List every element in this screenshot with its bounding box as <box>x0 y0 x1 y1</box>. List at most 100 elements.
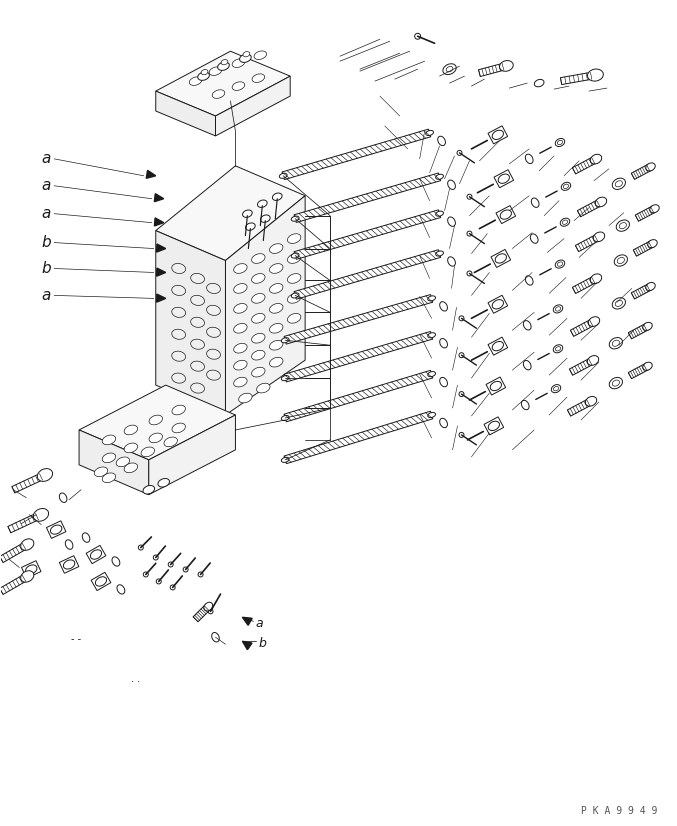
Ellipse shape <box>94 467 108 477</box>
Ellipse shape <box>500 60 513 71</box>
Polygon shape <box>484 417 504 435</box>
Ellipse shape <box>555 306 561 311</box>
Ellipse shape <box>141 447 154 457</box>
Ellipse shape <box>172 330 185 339</box>
Polygon shape <box>284 411 433 463</box>
Ellipse shape <box>609 377 622 389</box>
Ellipse shape <box>612 297 626 309</box>
Ellipse shape <box>102 435 116 444</box>
Ellipse shape <box>555 260 565 268</box>
Ellipse shape <box>593 232 605 242</box>
Text: a: a <box>41 288 51 303</box>
Ellipse shape <box>26 565 37 574</box>
Ellipse shape <box>204 602 213 611</box>
Polygon shape <box>156 244 166 252</box>
Ellipse shape <box>288 273 301 283</box>
Polygon shape <box>86 545 106 563</box>
Polygon shape <box>47 521 66 539</box>
Ellipse shape <box>588 316 600 326</box>
Circle shape <box>208 609 213 614</box>
Ellipse shape <box>242 210 253 217</box>
Ellipse shape <box>612 380 619 386</box>
Ellipse shape <box>191 296 204 306</box>
Ellipse shape <box>619 222 626 229</box>
Ellipse shape <box>557 262 563 266</box>
Ellipse shape <box>252 273 265 283</box>
Ellipse shape <box>555 347 561 351</box>
Ellipse shape <box>436 251 443 256</box>
Ellipse shape <box>288 314 301 323</box>
Ellipse shape <box>221 59 228 64</box>
Ellipse shape <box>91 550 102 559</box>
Polygon shape <box>156 294 166 302</box>
Ellipse shape <box>190 77 202 85</box>
Ellipse shape <box>269 358 283 367</box>
Ellipse shape <box>269 324 283 333</box>
Polygon shape <box>488 126 508 144</box>
Text: a: a <box>41 151 51 166</box>
Circle shape <box>459 316 464 320</box>
Ellipse shape <box>33 509 49 521</box>
Ellipse shape <box>492 300 504 309</box>
Ellipse shape <box>206 349 221 359</box>
Ellipse shape <box>232 59 244 68</box>
Ellipse shape <box>234 303 247 313</box>
Ellipse shape <box>172 263 185 273</box>
Polygon shape <box>156 91 215 136</box>
Ellipse shape <box>288 293 301 303</box>
Polygon shape <box>633 240 654 256</box>
Ellipse shape <box>124 425 137 434</box>
Polygon shape <box>91 572 111 591</box>
Circle shape <box>144 572 148 577</box>
Ellipse shape <box>191 361 204 371</box>
Ellipse shape <box>51 525 62 534</box>
Ellipse shape <box>252 334 265 343</box>
Text: b: b <box>41 235 51 250</box>
Polygon shape <box>294 173 441 222</box>
Ellipse shape <box>282 458 289 463</box>
Ellipse shape <box>612 340 619 346</box>
Ellipse shape <box>291 293 299 298</box>
Ellipse shape <box>291 253 299 258</box>
Ellipse shape <box>269 303 283 313</box>
Ellipse shape <box>557 140 563 145</box>
Polygon shape <box>284 331 433 382</box>
Ellipse shape <box>614 255 628 266</box>
Ellipse shape <box>149 433 162 443</box>
Ellipse shape <box>191 339 204 349</box>
Text: . .: . . <box>131 674 140 684</box>
Ellipse shape <box>239 393 252 403</box>
Ellipse shape <box>21 571 34 582</box>
Circle shape <box>467 194 472 199</box>
Ellipse shape <box>563 220 567 225</box>
Ellipse shape <box>172 406 185 415</box>
Polygon shape <box>0 542 29 563</box>
Ellipse shape <box>428 372 435 377</box>
Ellipse shape <box>116 457 129 467</box>
Ellipse shape <box>191 383 204 393</box>
Ellipse shape <box>124 443 137 453</box>
Ellipse shape <box>206 283 221 293</box>
Ellipse shape <box>252 350 265 360</box>
Text: a: a <box>41 178 51 193</box>
Ellipse shape <box>252 254 265 263</box>
Polygon shape <box>631 164 652 179</box>
Ellipse shape <box>269 263 283 273</box>
Text: b: b <box>259 637 266 650</box>
Ellipse shape <box>282 376 289 381</box>
Polygon shape <box>496 206 516 224</box>
Polygon shape <box>225 196 305 415</box>
Text: b: b <box>41 261 51 276</box>
Ellipse shape <box>172 373 185 383</box>
Polygon shape <box>631 283 652 299</box>
Ellipse shape <box>172 307 185 317</box>
Polygon shape <box>294 249 441 299</box>
Ellipse shape <box>646 282 655 291</box>
Circle shape <box>457 150 462 155</box>
Ellipse shape <box>443 64 456 74</box>
Ellipse shape <box>650 205 659 213</box>
Ellipse shape <box>164 437 177 447</box>
Ellipse shape <box>234 324 247 333</box>
Polygon shape <box>79 385 236 460</box>
Polygon shape <box>8 511 43 533</box>
